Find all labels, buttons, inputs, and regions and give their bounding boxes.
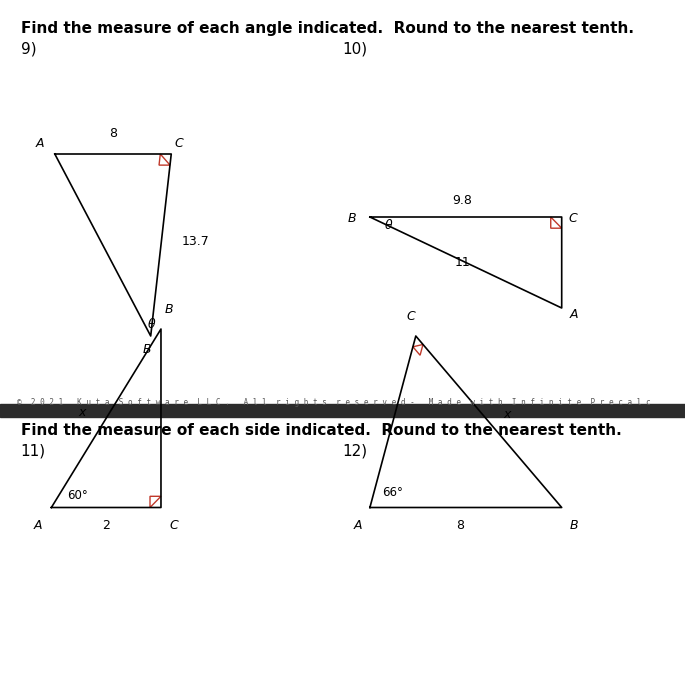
Text: 8: 8 xyxy=(456,519,464,533)
Text: C: C xyxy=(175,137,184,150)
Text: Find the measure of each side indicated.  Round to the nearest tenth.: Find the measure of each side indicated.… xyxy=(21,423,621,438)
Text: A: A xyxy=(36,137,45,150)
Text: A: A xyxy=(353,519,362,533)
Text: A: A xyxy=(34,519,42,533)
Text: θ: θ xyxy=(147,318,155,332)
Text: 8: 8 xyxy=(109,127,117,140)
Text: x: x xyxy=(79,407,86,419)
Text: ©  2 0 2 1   K u t a  S o f t w a r e  L L C .   A l l  r i g h t s  r e s e r v: © 2 0 2 1 K u t a S o f t w a r e L L C … xyxy=(17,398,651,407)
Text: A: A xyxy=(570,308,578,321)
Bar xyxy=(0,404,685,416)
Text: 60°: 60° xyxy=(67,489,88,502)
Text: B: B xyxy=(143,343,151,356)
Text: B: B xyxy=(347,212,356,225)
Text: θ: θ xyxy=(385,219,393,232)
Text: 12): 12) xyxy=(342,444,368,459)
Text: 66°: 66° xyxy=(382,486,403,499)
Text: 10): 10) xyxy=(342,41,368,57)
Text: 9): 9) xyxy=(21,41,36,57)
Text: Find the measure of each angle indicated.  Round to the nearest tenth.: Find the measure of each angle indicated… xyxy=(21,20,634,36)
Text: B: B xyxy=(164,303,173,316)
Text: C: C xyxy=(569,212,577,225)
Text: 11: 11 xyxy=(455,256,470,270)
Text: C: C xyxy=(170,519,179,533)
Text: C: C xyxy=(407,310,415,323)
Text: 11): 11) xyxy=(21,444,46,459)
Text: 2: 2 xyxy=(102,519,110,533)
Text: B: B xyxy=(570,519,579,533)
Text: 13.7: 13.7 xyxy=(182,235,210,248)
Text: 9.8: 9.8 xyxy=(452,193,473,206)
Text: x: x xyxy=(503,408,510,421)
